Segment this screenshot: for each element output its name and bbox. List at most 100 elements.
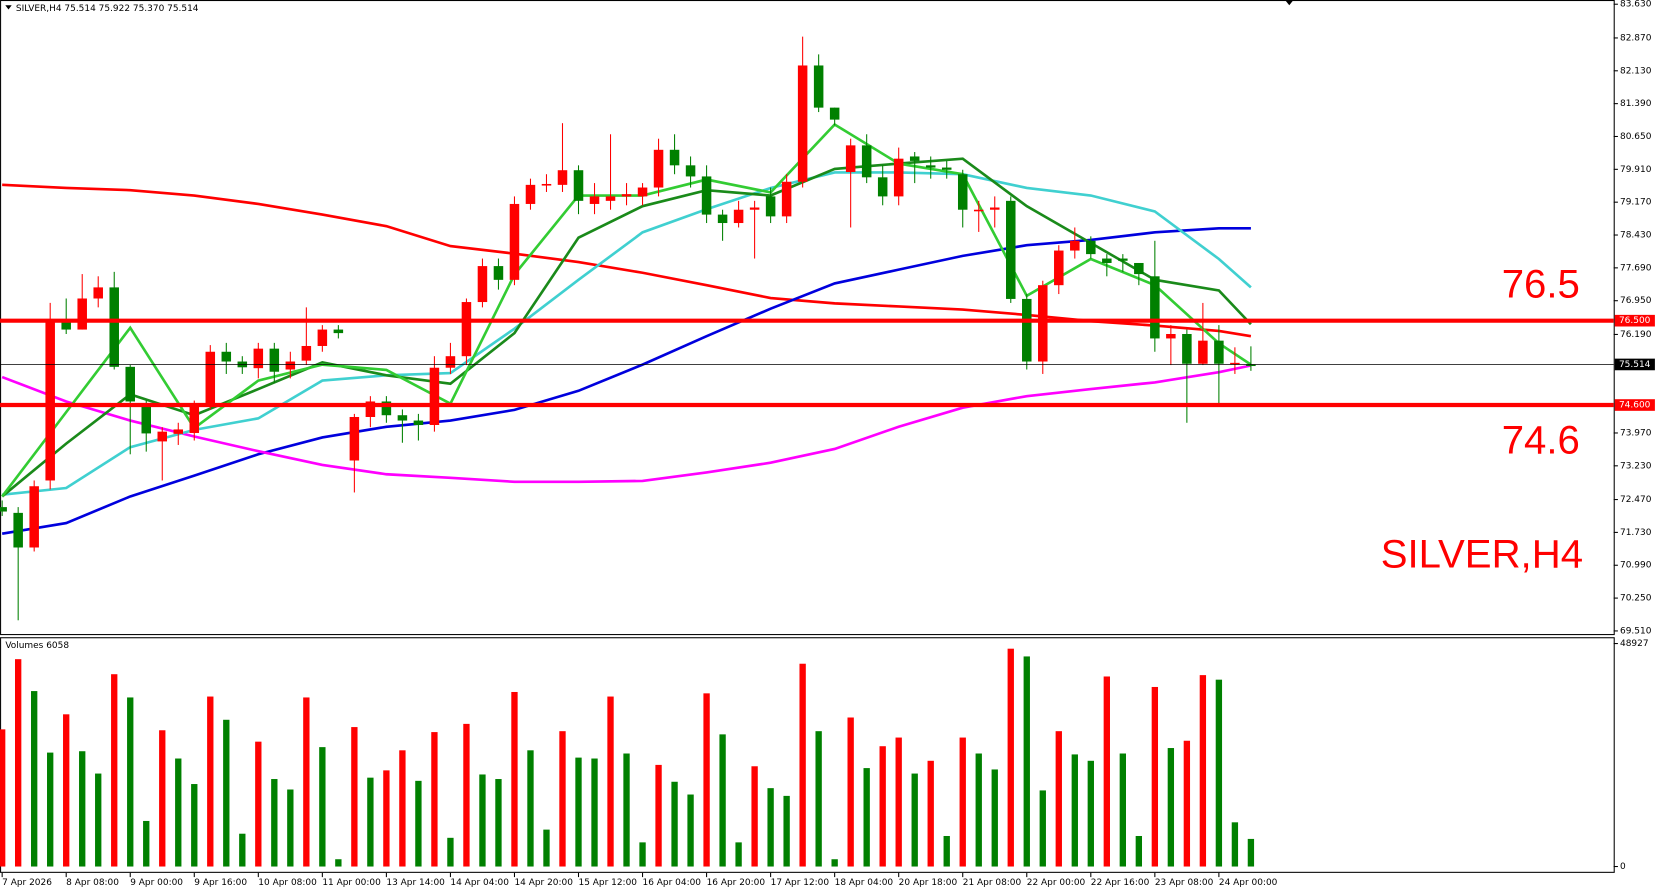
moving-average (1, 122, 1252, 498)
x-tick-label: 14 Apr 20:00 (514, 878, 573, 888)
candle-body (221, 351, 232, 362)
volume-bar (79, 751, 86, 867)
volume-bar (1167, 748, 1175, 867)
level-label: 76.5 (1502, 261, 1580, 306)
volume-bar (783, 795, 790, 867)
x-tick-label: 14 Apr 04:00 (450, 878, 509, 888)
candle-body (477, 266, 488, 303)
y-tick-label: 77.690 (1620, 263, 1652, 273)
y-tick-label: 73.970 (1620, 428, 1652, 438)
volume-bar (623, 753, 630, 867)
volume-bar (895, 737, 902, 867)
candle-body (621, 194, 632, 197)
candle-body (1006, 200, 1016, 299)
candle-body (1198, 340, 1208, 364)
volume-bar (319, 747, 326, 867)
y-tick-label: 82.130 (1620, 66, 1652, 76)
volume-bar (703, 693, 710, 867)
candle-body (1070, 240, 1080, 251)
volume-bar (191, 784, 198, 867)
volume-bar (575, 757, 582, 867)
volume-bar (1039, 790, 1046, 867)
candle-body (1102, 258, 1112, 263)
candle-body (829, 107, 840, 120)
volume-bar (1023, 656, 1030, 867)
main-panel (0, 0, 1615, 636)
level-axis-label: 74.600 (1619, 401, 1651, 411)
level-axis-label: 76.500 (1619, 316, 1651, 326)
price-label: 75.514 (1619, 360, 1651, 370)
volume-bar (1247, 838, 1255, 867)
x-tick-label: 20 Apr 18:00 (899, 878, 958, 888)
moving-average (1, 157, 1252, 498)
candle-body (1182, 333, 1192, 364)
volume-bar (1135, 835, 1143, 867)
candle-body (1230, 362, 1240, 365)
candle-body (973, 209, 984, 212)
y-tick-label: 78.430 (1620, 231, 1652, 241)
candle-body (157, 431, 168, 442)
x-tick-label: 17 Apr 12:00 (771, 878, 830, 888)
volume-bar (479, 774, 486, 867)
candle-body (957, 174, 968, 210)
volume-bar (767, 788, 774, 867)
volume-bar (991, 769, 998, 867)
volume-bar (14, 659, 22, 867)
x-tick-label: 16 Apr 20:00 (707, 878, 766, 888)
candle-body (1118, 258, 1128, 261)
volume-bar (719, 734, 726, 867)
volume-bar (159, 730, 166, 867)
candle-body (1134, 262, 1144, 275)
volume-bar (447, 837, 454, 867)
candle-body (173, 429, 184, 434)
x-tick-label: 15 Apr 12:00 (579, 878, 638, 888)
candle-body (45, 320, 55, 481)
volume-bar (735, 842, 742, 867)
y-tick-label: 82.870 (1620, 33, 1652, 43)
candle-body (877, 177, 888, 197)
candle-body (461, 302, 472, 357)
volume-bar (271, 779, 278, 867)
candle-body (269, 348, 280, 372)
moving-average (2, 171, 1252, 496)
level-tag (1614, 399, 1655, 411)
volume-bar (95, 773, 102, 867)
candle-body (285, 361, 296, 370)
candle-body (605, 196, 616, 201)
candle-body (685, 165, 696, 177)
candle-body (413, 420, 424, 425)
candle-body (301, 345, 312, 361)
volume-bar (1119, 753, 1126, 867)
candle-body (941, 167, 952, 170)
candle-body (93, 287, 103, 299)
x-tick-label: 24 Apr 00:00 (1219, 878, 1278, 888)
candle-body (1054, 250, 1064, 286)
volume-bar (223, 719, 230, 867)
candle-body (349, 416, 360, 461)
volume-tick-label: 48927 (1620, 639, 1649, 649)
volume-bar (607, 696, 614, 867)
y-tick-label: 81.390 (1620, 99, 1652, 109)
y-tick-label: 71.730 (1620, 528, 1652, 538)
candle-body (733, 209, 744, 224)
volume-bar (239, 833, 246, 867)
candle-body (317, 329, 328, 346)
y-tick-label: 79.170 (1620, 198, 1652, 208)
volume-bar (335, 859, 342, 867)
candle-body (29, 486, 39, 548)
volume-bar (463, 723, 470, 867)
symbol-header: SILVER,H4 75.514 75.922 75.370 75.514 (16, 4, 199, 14)
volume-bar (383, 770, 390, 867)
x-tick-label: 8 Apr 08:00 (66, 878, 119, 888)
candle-body (797, 65, 808, 182)
volume-bar (959, 737, 966, 867)
y-tick-label: 72.470 (1620, 495, 1652, 505)
x-tick-label: 22 Apr 16:00 (1091, 878, 1150, 888)
volume-bar (431, 732, 438, 867)
x-tick-label: 22 Apr 00:00 (1027, 878, 1086, 888)
candle-body (429, 367, 440, 425)
candle-body (109, 287, 119, 367)
volume-bar (927, 760, 934, 867)
